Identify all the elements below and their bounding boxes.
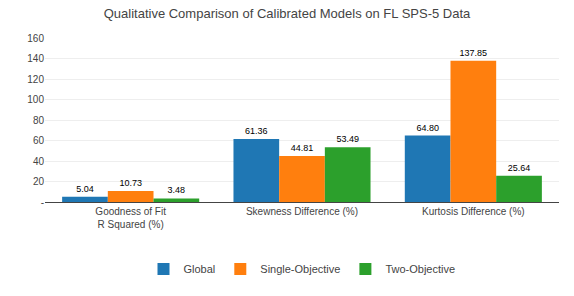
- svg-text:5.04: 5.04: [76, 184, 94, 194]
- svg-text:Skewness Difference (%): Skewness Difference (%): [246, 206, 358, 217]
- svg-text:-: -: [41, 197, 44, 208]
- svg-text:120: 120: [27, 74, 44, 85]
- svg-text:3.48: 3.48: [168, 185, 186, 195]
- svg-text:160: 160: [27, 33, 44, 44]
- svg-text:64.80: 64.80: [416, 123, 439, 133]
- svg-text:Goodness of FitR Squared (%): Goodness of FitR Squared (%): [95, 206, 166, 230]
- svg-text:60: 60: [33, 135, 45, 146]
- svg-text:140: 140: [27, 53, 44, 64]
- svg-text:100: 100: [27, 94, 44, 105]
- svg-text:40: 40: [33, 156, 45, 167]
- svg-text:Kurtosis Difference (%): Kurtosis Difference (%): [422, 206, 525, 217]
- svg-text:20: 20: [33, 176, 45, 187]
- svg-text:Qualitative Comparison of Cali: Qualitative Comparison of Calibrated Mod…: [104, 6, 471, 21]
- svg-text:61.36: 61.36: [245, 126, 268, 136]
- svg-text:Global: Global: [184, 263, 216, 275]
- svg-text:10.73: 10.73: [119, 178, 142, 188]
- svg-text:44.81: 44.81: [291, 143, 314, 153]
- svg-text:25.64: 25.64: [508, 163, 531, 173]
- svg-text:Two-Objective: Two-Objective: [385, 263, 455, 275]
- svg-text:80: 80: [33, 115, 45, 126]
- svg-text:137.85: 137.85: [460, 48, 488, 58]
- svg-text:53.49: 53.49: [336, 134, 359, 144]
- svg-text:Single-Objective: Single-Objective: [260, 263, 340, 275]
